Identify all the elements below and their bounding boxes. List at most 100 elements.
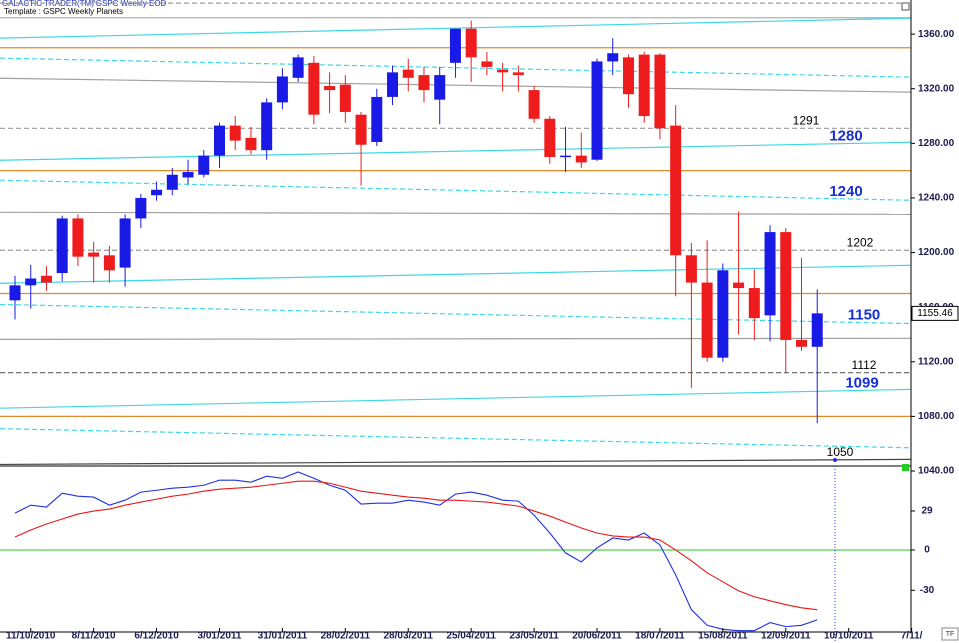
level-label: 1150 — [848, 307, 881, 324]
candle-body — [151, 189, 163, 196]
candle-body — [324, 86, 336, 91]
candle-body — [245, 137, 257, 151]
y-tick-label: 1240.00 — [918, 193, 955, 204]
candle-body — [607, 53, 619, 62]
candle-body — [654, 54, 666, 129]
y-tick-label: 1040.00 — [918, 466, 955, 477]
level-label: 1050 — [827, 445, 854, 459]
oscillator-line — [14, 480, 818, 611]
candle-body — [25, 278, 37, 286]
candle-body — [371, 96, 383, 142]
axes: 1360.001320.001280.001240.001200.001160.… — [6, 29, 959, 642]
candle-body — [465, 28, 477, 58]
level-line — [0, 17, 912, 39]
y-tick-label: 1360.00 — [918, 29, 955, 40]
y-tick-label: 29 — [921, 506, 933, 517]
candle-body — [72, 218, 84, 257]
level-line — [0, 141, 912, 161]
candle-body — [418, 75, 430, 91]
oscillator — [0, 471, 911, 632]
candle-body — [811, 313, 823, 347]
candles — [9, 20, 823, 424]
x-tick-label: 7/11/ — [901, 631, 923, 642]
x-tick-label: 15/08/2011 — [698, 631, 748, 642]
x-tick-label: 23/05/2011 — [509, 631, 559, 642]
candle-body — [387, 72, 399, 97]
cursor-dot — [833, 458, 837, 462]
candle-body — [166, 174, 178, 190]
candle-body — [497, 69, 509, 73]
panel-icon — [901, 2, 910, 11]
y-tick-label: 1080.00 — [918, 411, 955, 422]
candle-body — [764, 232, 776, 316]
level-line — [0, 388, 912, 409]
candle-body — [276, 76, 288, 103]
candle-body — [701, 282, 713, 358]
last-price-box — [911, 305, 959, 321]
x-tick-label: 12/09/2011 — [761, 631, 811, 642]
candle-body — [638, 54, 650, 117]
candle-body — [261, 102, 273, 151]
candle-body — [88, 252, 100, 257]
candle-body — [512, 72, 524, 76]
last-price-label: 1155.46 — [917, 308, 953, 319]
level-label: 1202 — [847, 235, 874, 249]
x-tick-label: 18/07/2011 — [635, 631, 685, 642]
x-tick-label: 31/01/2011 — [258, 631, 308, 642]
y-tick-label: 1120.00 — [918, 356, 954, 367]
candle-body — [40, 275, 52, 283]
symbol-title: ^GSPC Weekly EOD — [92, 0, 167, 8]
y-tick-label: 0 — [924, 545, 930, 556]
candle-body — [198, 155, 210, 175]
level-line — [0, 264, 912, 284]
corner-box — [941, 627, 959, 641]
level-line — [0, 337, 912, 340]
x-tick-label: 10/10/2011 — [824, 631, 874, 642]
y-tick-label: 1280.00 — [918, 138, 955, 149]
template-label: Template : GSPC Weekly Planets — [4, 7, 123, 16]
candle-body — [796, 339, 807, 347]
candle-body — [355, 114, 367, 145]
candle-body — [670, 125, 682, 256]
y-tick-label: 1200.00 — [918, 247, 955, 258]
x-tick-label: 28/03/2011 — [384, 631, 434, 642]
x-tick-label: 6/12/2010 — [134, 631, 179, 642]
x-tick-label: 28/02/2011 — [321, 631, 371, 642]
candle-body — [560, 155, 572, 158]
x-tick-label: 20/06/2011 — [572, 631, 622, 642]
panel-marker — [902, 464, 909, 471]
candle-body — [103, 255, 115, 271]
candle-body — [434, 75, 446, 100]
level-line — [0, 458, 912, 466]
level-label: 1280 — [829, 128, 862, 145]
candle-body — [182, 172, 194, 178]
candle-body — [717, 270, 729, 358]
candle-body — [575, 155, 587, 163]
candle-body — [119, 218, 131, 268]
x-tick-label: 25/04/2011 — [446, 631, 496, 642]
y-tick-label: 1320.00 — [918, 83, 955, 94]
candle-body — [292, 57, 304, 78]
level-line — [0, 211, 912, 215]
candle-body — [481, 61, 493, 67]
corner-label: TF — [946, 631, 955, 638]
candle-body — [9, 285, 21, 301]
candle-body — [622, 57, 634, 95]
candle-body — [528, 90, 540, 119]
levels: 1291 1280 1240 1202 1150 1112 1099 1050 — [0, 2, 912, 466]
candle-body — [780, 232, 792, 340]
candle-body — [135, 197, 147, 219]
candle-body — [213, 125, 225, 156]
candle-body — [56, 218, 68, 274]
x-tick-label: 3/01/2011 — [198, 631, 242, 642]
candle-body — [229, 125, 241, 141]
candle-body — [339, 84, 351, 112]
level-label: 1112 — [852, 358, 877, 372]
x-tick-label: 11/10/2010 — [6, 631, 56, 642]
level-label: 1240 — [829, 183, 862, 200]
candle-body — [733, 282, 745, 289]
candle-body — [402, 69, 414, 78]
level-line — [0, 77, 912, 93]
